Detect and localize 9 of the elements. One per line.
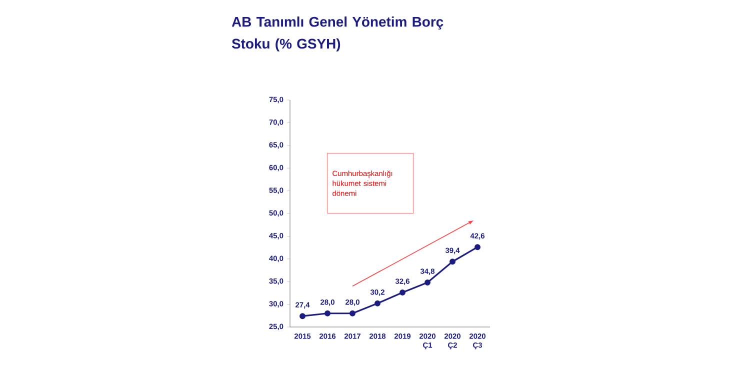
point	[374, 300, 380, 306]
point	[324, 310, 330, 316]
point	[350, 310, 356, 316]
point	[300, 313, 306, 320]
point	[450, 258, 456, 265]
point	[400, 290, 406, 296]
point	[424, 280, 430, 286]
chart-title: AB Tanımlı Genel Yönetim Borç Stoku (% GSYH)	[232, 16, 444, 52]
point	[474, 244, 480, 250]
